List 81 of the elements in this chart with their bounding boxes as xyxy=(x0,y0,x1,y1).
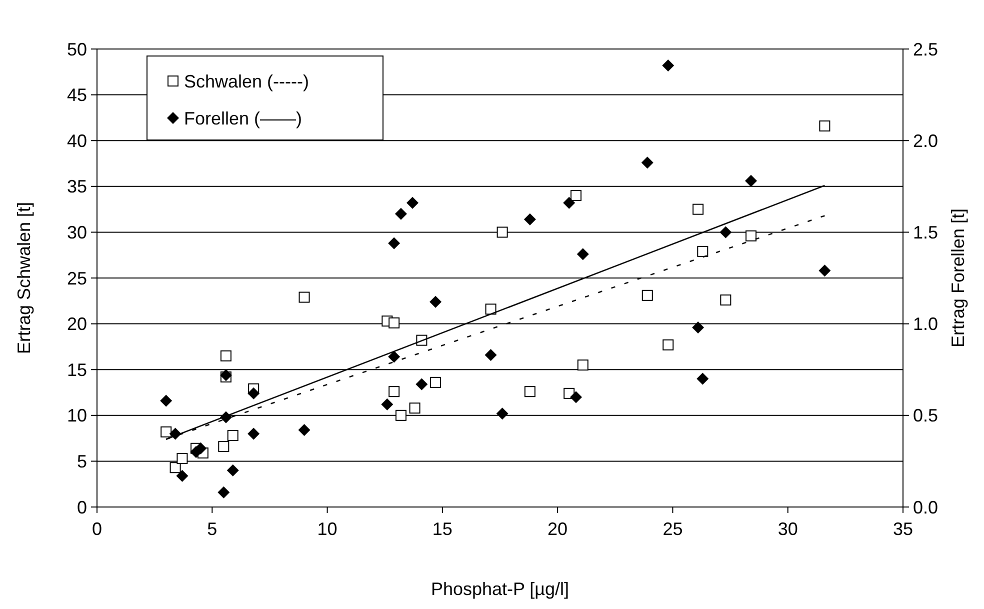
y-tick-label: 25 xyxy=(66,268,87,288)
x-tick-label: 35 xyxy=(892,519,914,539)
point xyxy=(570,391,582,404)
point xyxy=(409,402,420,414)
point xyxy=(430,376,442,388)
point xyxy=(430,296,442,308)
point xyxy=(692,204,704,215)
point xyxy=(298,424,310,436)
point xyxy=(818,264,831,277)
y-tick-label: 45 xyxy=(66,85,87,106)
y-tick-label: 10 xyxy=(66,406,87,426)
y2-tick-label: 2.0 xyxy=(913,130,938,151)
y-tick-label: 15 xyxy=(66,360,87,380)
point xyxy=(381,398,394,410)
x-tick-label: 30 xyxy=(778,519,798,539)
y2-axis-title: Ertrag Forellen [t] xyxy=(948,208,968,348)
legend-label: Forellen (——) xyxy=(184,108,302,128)
point xyxy=(176,452,188,464)
x-tick-label: 0 xyxy=(92,519,102,539)
point xyxy=(160,426,172,438)
point xyxy=(642,290,653,301)
point xyxy=(170,462,181,474)
point xyxy=(388,237,400,250)
point xyxy=(720,294,732,306)
point xyxy=(577,360,588,371)
point xyxy=(406,196,418,209)
point xyxy=(298,292,310,303)
point xyxy=(692,321,704,334)
y2-tick-label: 1.5 xyxy=(913,222,938,242)
point xyxy=(570,190,582,202)
point xyxy=(819,120,830,132)
point xyxy=(641,156,654,169)
y2-tick-label: 0.0 xyxy=(913,497,938,518)
x-tick-label: 5 xyxy=(207,519,218,539)
point xyxy=(388,317,400,328)
x-axis-title: Phosphat-P [µg/l] xyxy=(430,579,570,599)
point xyxy=(746,230,757,242)
point xyxy=(394,208,407,220)
point xyxy=(226,464,239,476)
point xyxy=(485,304,496,315)
point xyxy=(248,428,260,440)
point xyxy=(576,248,589,260)
point xyxy=(395,410,406,421)
point xyxy=(218,486,230,498)
y2-tick-label: 0.5 xyxy=(913,406,938,426)
point xyxy=(720,226,732,238)
x-tick-label: 20 xyxy=(548,519,568,539)
point xyxy=(176,470,188,482)
y-axis-title: Ertrag Schwalen [t] xyxy=(14,202,34,354)
y-tick-label: 35 xyxy=(66,176,87,197)
point xyxy=(388,386,400,398)
x-tick-label: 15 xyxy=(432,519,452,539)
point xyxy=(696,372,709,385)
x-tick-label: 10 xyxy=(317,519,338,539)
point xyxy=(248,387,260,400)
y2-tick-label: 1.0 xyxy=(913,314,938,334)
legend-label: Schwalen (-----) xyxy=(184,71,310,92)
point xyxy=(227,430,238,442)
point xyxy=(662,339,674,350)
y-tick-label: 50 xyxy=(66,39,87,60)
y-tick-label: 20 xyxy=(66,314,87,334)
point xyxy=(496,408,508,420)
point xyxy=(496,226,508,238)
y-tick-label: 5 xyxy=(76,452,87,472)
x-tick-label: 25 xyxy=(662,519,683,539)
point xyxy=(484,348,497,361)
y-tick-label: 0 xyxy=(76,497,87,518)
y2-tick-label: 2.5 xyxy=(913,39,938,60)
point xyxy=(524,213,536,226)
y-tick-label: 30 xyxy=(66,222,87,242)
point xyxy=(697,246,708,257)
point xyxy=(662,59,674,72)
point xyxy=(524,386,536,398)
point xyxy=(563,196,576,209)
point xyxy=(220,350,232,362)
point xyxy=(416,378,428,390)
y-tick-label: 40 xyxy=(66,130,87,151)
point xyxy=(160,394,172,407)
point xyxy=(388,350,400,363)
point xyxy=(745,174,758,187)
point xyxy=(218,441,230,452)
